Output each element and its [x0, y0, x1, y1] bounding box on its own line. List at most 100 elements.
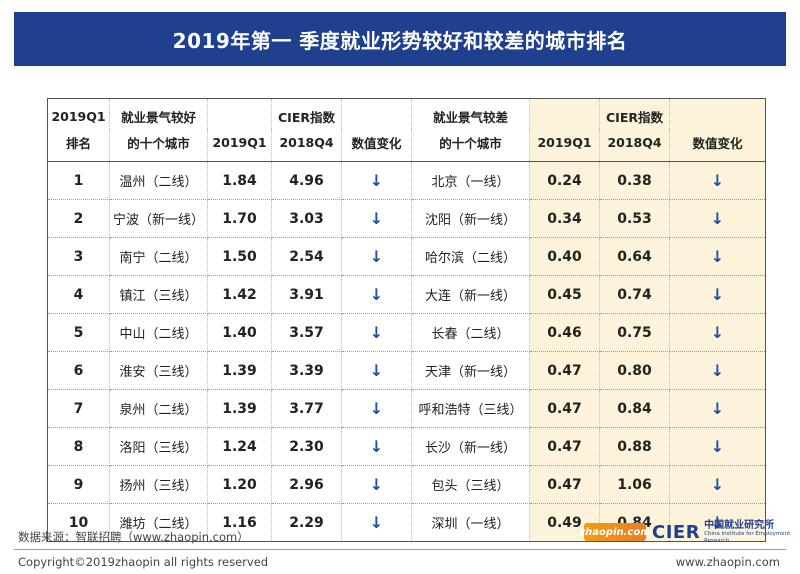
- good-change-arrow-icon: ↓: [341, 503, 412, 542]
- good-city-cell: 洛阳（三线）: [109, 427, 208, 466]
- good-q4-cell: 3.91: [271, 275, 342, 314]
- header-good-q4: 2018Q4: [271, 129, 342, 162]
- rank-cell: 3: [47, 237, 110, 276]
- good-q1-cell: 1.70: [207, 199, 272, 238]
- rank-cell: 10: [47, 503, 110, 542]
- rank-cell: 5: [47, 313, 110, 352]
- good-q4-cell: 3.57: [271, 313, 342, 352]
- table-row: 8 洛阳（三线） 1.24 2.30 ↓ 长沙（新一线） 0.47 0.88 ↓: [47, 427, 766, 466]
- good-city-cell: 温州（二线）: [109, 161, 208, 200]
- bad-city-cell: 哈尔滨（二线）: [411, 237, 530, 276]
- header-bad-l2: 的十个城市: [411, 129, 530, 162]
- header-good-q1-blank: [207, 98, 272, 129]
- header-row-1: 2019Q1 就业景气较好 CIER指数 就业景气较差 CIER指数: [47, 98, 766, 129]
- header-bad-change-blank: [669, 98, 766, 129]
- good-q1-cell: 1.39: [207, 389, 272, 428]
- good-q1-cell: 1.84: [207, 161, 272, 200]
- good-change-arrow-icon: ↓: [341, 237, 412, 276]
- data-source-note: 数据来源：智联招聘（www.zhaopin.com）: [18, 530, 249, 544]
- bad-q1-cell: 0.47: [529, 389, 600, 428]
- bad-q1-cell: 0.46: [529, 313, 600, 352]
- good-change-arrow-icon: ↓: [341, 275, 412, 314]
- good-change-arrow-icon: ↓: [341, 427, 412, 466]
- cier-logo-text: CIER: [652, 522, 701, 543]
- rank-cell: 7: [47, 389, 110, 428]
- bad-change-arrow-icon: ↓: [669, 161, 766, 200]
- bad-q4-cell: 0.38: [599, 161, 670, 200]
- website-link[interactable]: www.zhaopin.com: [675, 555, 780, 569]
- good-q1-cell: 1.40: [207, 313, 272, 352]
- bad-change-arrow-icon: ↓: [669, 503, 766, 542]
- good-city-cell: 南宁（二线）: [109, 237, 208, 276]
- good-q4-cell: 2.96: [271, 465, 342, 504]
- good-q1-cell: 1.42: [207, 275, 272, 314]
- table-row: 3 南宁（二线） 1.50 2.54 ↓ 哈尔滨（二线） 0.40 0.64 ↓: [47, 237, 766, 276]
- good-city-cell: 潍坊（二线）: [109, 503, 208, 542]
- header-good-change: 数值变化: [341, 129, 412, 162]
- bad-city-cell: 天津（新一线）: [411, 351, 530, 390]
- header-bad-l1: 就业景气较差: [411, 98, 530, 129]
- good-change-arrow-icon: ↓: [341, 161, 412, 200]
- rank-cell: 2: [47, 199, 110, 238]
- footer-divider: [14, 549, 786, 550]
- header-good-q1: 2019Q1: [207, 129, 272, 162]
- bad-change-arrow-icon: ↓: [669, 389, 766, 428]
- bad-q4-cell: 0.80: [599, 351, 670, 390]
- table-row: 5 中山（二线） 1.40 3.57 ↓ 长春（二线） 0.46 0.75 ↓: [47, 313, 766, 352]
- table-row: 7 泉州（二线） 1.39 3.77 ↓ 呼和浩特（三线） 0.47 0.84 ↓: [47, 389, 766, 428]
- bad-city-cell: 大连（新一线）: [411, 275, 530, 314]
- good-city-cell: 宁波（新一线）: [109, 199, 208, 238]
- good-q4-cell: 3.03: [271, 199, 342, 238]
- bad-change-arrow-icon: ↓: [669, 275, 766, 314]
- bad-city-cell: 深圳（一线）: [411, 503, 530, 542]
- bad-change-arrow-icon: ↓: [669, 237, 766, 276]
- bad-change-arrow-icon: ↓: [669, 199, 766, 238]
- good-change-arrow-icon: ↓: [341, 465, 412, 504]
- header-good-l1: 就业景气较好: [109, 98, 208, 129]
- good-change-arrow-icon: ↓: [341, 199, 412, 238]
- bad-q1-cell: 0.47: [529, 465, 600, 504]
- bad-q1-cell: 0.40: [529, 237, 600, 276]
- bad-change-arrow-icon: ↓: [669, 465, 766, 504]
- good-city-cell: 扬州（三线）: [109, 465, 208, 504]
- header-bad-cier: CIER指数: [599, 98, 670, 129]
- header-bad-change: 数值变化: [669, 129, 766, 162]
- good-q1-cell: 1.20: [207, 465, 272, 504]
- city-ranking-table: 2019Q1 就业景气较好 CIER指数 就业景气较差 CIER指数 排名 的十…: [47, 98, 766, 542]
- table-row: 2 宁波（新一线） 1.70 3.03 ↓ 沈阳（新一线） 0.34 0.53 ↓: [47, 199, 766, 238]
- header-bad-q1-blank: [529, 98, 600, 129]
- table-row: 1 温州（二线） 1.84 4.96 ↓ 北京（一线） 0.24 0.38 ↓: [47, 161, 766, 200]
- cier-logo: CIER 中国就业研究所 China Institute for Employm…: [652, 520, 800, 545]
- bad-city-cell: 长沙（新一线）: [411, 427, 530, 466]
- bad-city-cell: 包头（三线）: [411, 465, 530, 504]
- bad-q4-cell: 0.84: [599, 389, 670, 428]
- bad-q1-cell: 0.24: [529, 161, 600, 200]
- good-city-cell: 泉州（二线）: [109, 389, 208, 428]
- good-change-arrow-icon: ↓: [341, 313, 412, 352]
- table-row: 4 镇江（三线） 1.42 3.91 ↓ 大连（新一线） 0.45 0.74 ↓: [47, 275, 766, 314]
- bad-change-arrow-icon: ↓: [669, 351, 766, 390]
- bad-city-cell: 沈阳（新一线）: [411, 199, 530, 238]
- copyright-text: Copyright©2019zhaopin all rights reserve…: [18, 555, 269, 569]
- bad-q4-cell: 0.75: [599, 313, 670, 352]
- table-row: 6 淮安（三线） 1.39 3.39 ↓ 天津（新一线） 0.47 0.80 ↓: [47, 351, 766, 390]
- header-good-cier: CIER指数: [271, 98, 342, 129]
- bad-q1-cell: 0.45: [529, 275, 600, 314]
- bad-q4-cell: 0.88: [599, 427, 670, 466]
- good-q4-cell: 2.30: [271, 427, 342, 466]
- rank-cell: 9: [47, 465, 110, 504]
- page-title: 2019年第一 季度就业形势较好和较差的城市排名: [14, 12, 786, 66]
- cier-logo-cn: 中国就业研究所: [704, 520, 775, 531]
- good-q1-cell: 1.24: [207, 427, 272, 466]
- bad-q4-cell: 0.64: [599, 237, 670, 276]
- header-good-l2: 的十个城市: [109, 129, 208, 162]
- bad-q1-cell: 0.47: [529, 427, 600, 466]
- cier-logo-en: China Institute for Employment Research: [704, 531, 791, 544]
- good-city-cell: 淮安（三线）: [109, 351, 208, 390]
- header-good-change-blank: [341, 98, 412, 129]
- good-change-arrow-icon: ↓: [341, 389, 412, 428]
- bad-q1-cell: 0.47: [529, 351, 600, 390]
- good-q1-cell: 1.39: [207, 351, 272, 390]
- header-rank-l1: 2019Q1: [47, 98, 110, 129]
- rank-cell: 4: [47, 275, 110, 314]
